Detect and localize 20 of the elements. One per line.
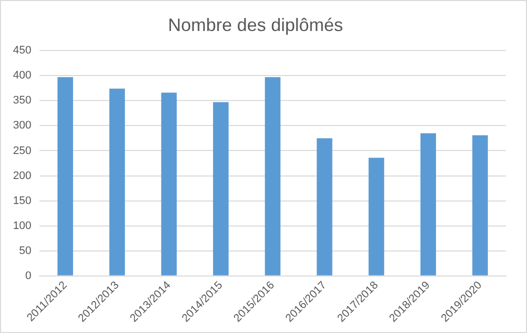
bar: [264, 77, 280, 276]
y-tick-label: 450: [12, 44, 32, 57]
y-tick-label: 100: [12, 220, 32, 232]
bar: [161, 92, 177, 276]
y-tick-label: 250: [12, 144, 32, 157]
bar: [368, 158, 384, 276]
bar: [109, 88, 125, 276]
y-tick-label: 400: [12, 70, 32, 82]
y-tick-label: 200: [12, 170, 32, 182]
bar: [472, 135, 488, 276]
bar: [420, 133, 436, 276]
y-tick-label: 150: [12, 194, 32, 207]
bar: [58, 77, 74, 276]
chart-title: Nombre des diplômés: [168, 14, 344, 35]
y-tick-label: 300: [12, 120, 32, 132]
y-tick-label: 50: [19, 244, 32, 257]
y-tick-label: 0: [25, 270, 32, 282]
bar: [213, 102, 229, 276]
y-tick-label: 350: [12, 94, 32, 107]
bar: [316, 138, 332, 276]
